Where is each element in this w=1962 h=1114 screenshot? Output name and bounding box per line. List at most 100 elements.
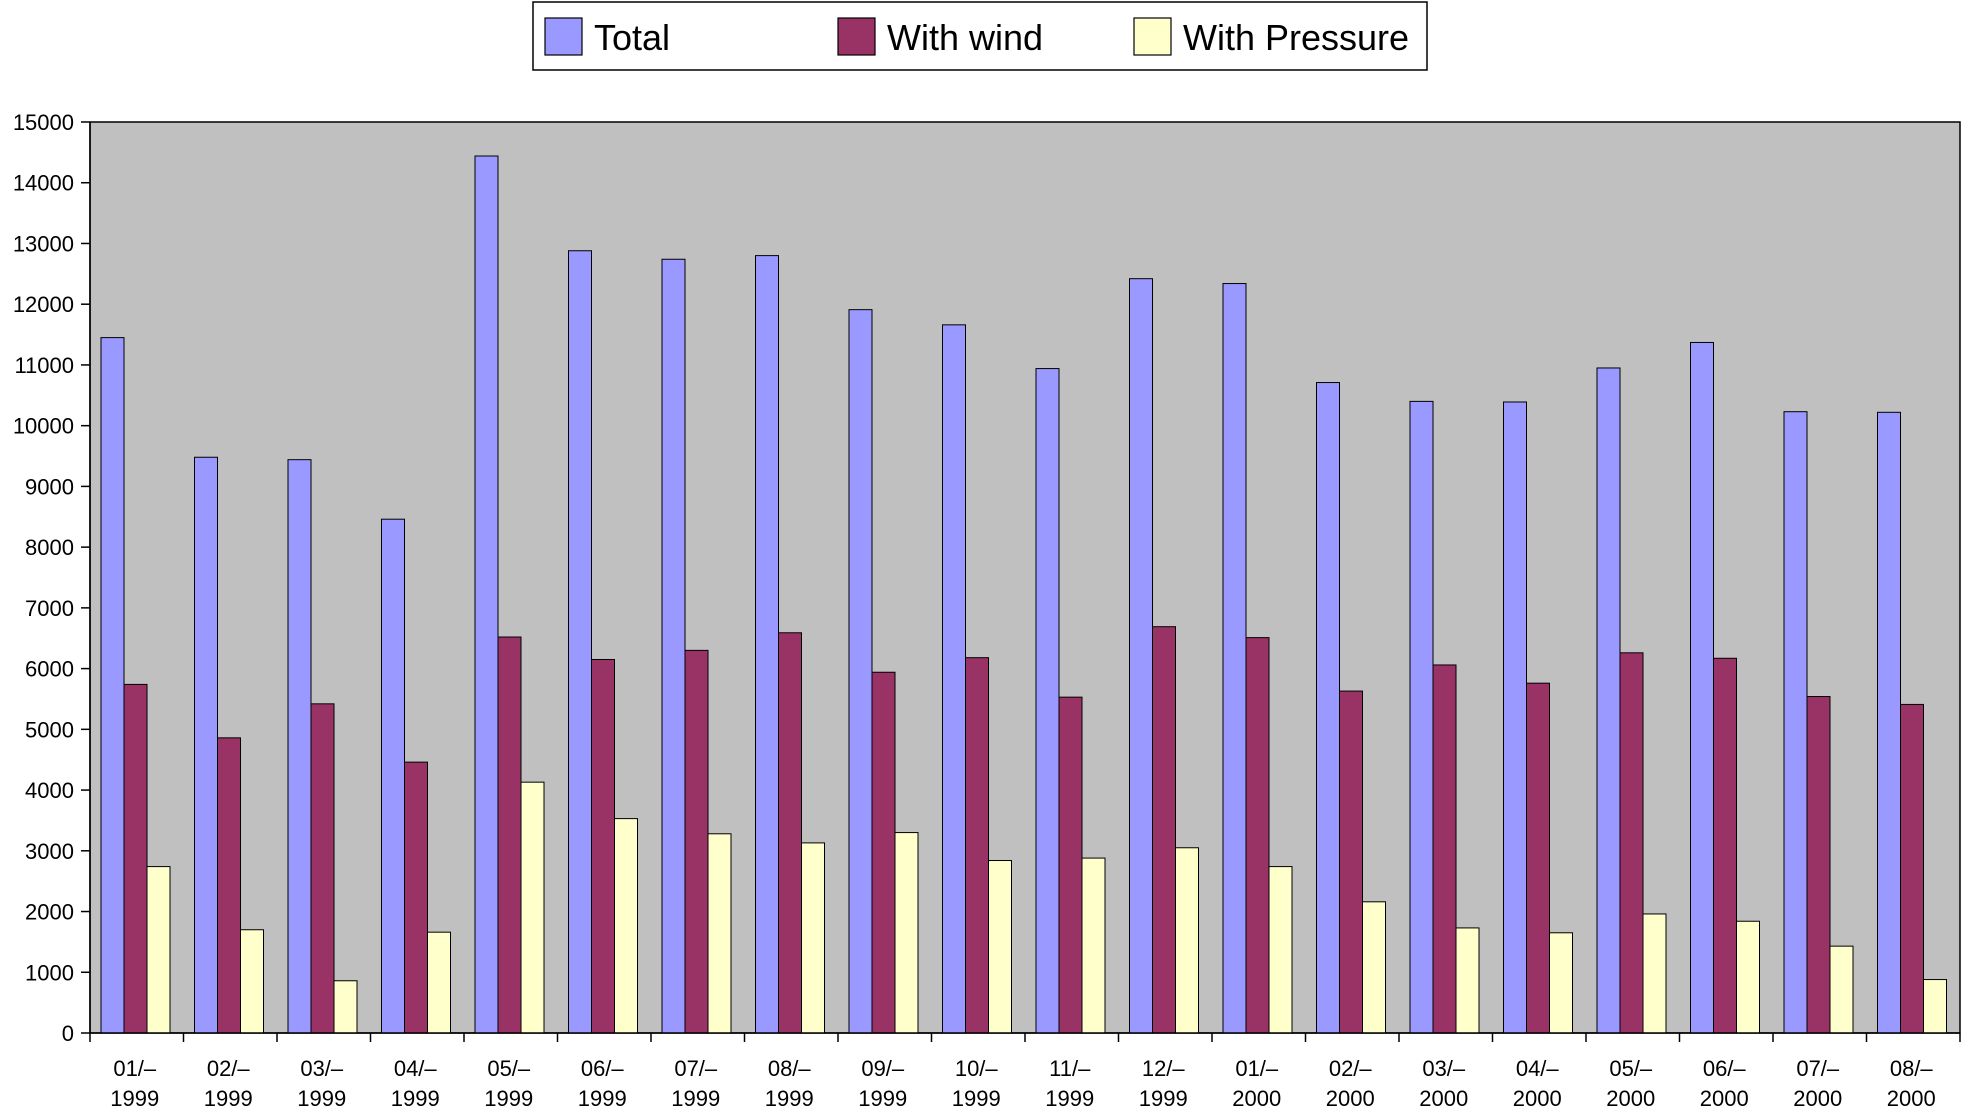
bar-with-wind [123, 683, 148, 1034]
y-tick-label: 10000 [13, 414, 74, 439]
bar-with-pressure [1175, 847, 1199, 1034]
bar-with-wind [310, 703, 335, 1034]
x-tick-label-year: 1999 [110, 1086, 159, 1111]
bar-with-pressure [988, 860, 1012, 1034]
bar-with-wind [1619, 652, 1644, 1034]
bar-with-pressure [1362, 901, 1386, 1034]
x-tick-label-month: 06/– [1703, 1056, 1747, 1081]
legend-label-with-pressure: With Pressure [1183, 17, 1409, 58]
bar-total [755, 255, 779, 1034]
bar-total [661, 258, 686, 1034]
bar-with-wind [1339, 690, 1363, 1034]
bar-total [1690, 341, 1714, 1034]
bar-with-pressure [146, 866, 171, 1034]
bar-with-wind [684, 649, 709, 1034]
x-tick-label-month: 02/– [207, 1056, 251, 1081]
bar-total [1596, 367, 1621, 1034]
legend-label-with-wind: With wind [887, 17, 1043, 58]
x-tick-label-year: 1999 [1139, 1086, 1188, 1111]
bar-with-pressure [894, 832, 919, 1034]
x-tick-label-year: 2000 [1232, 1086, 1281, 1111]
bar-total [1877, 411, 1901, 1034]
bar-total [1222, 283, 1247, 1034]
y-tick-label: 9000 [25, 474, 74, 499]
bar-total [1503, 401, 1527, 1034]
bar-with-wind [1245, 637, 1270, 1034]
legend-label-total: Total [594, 17, 670, 58]
bar-with-wind [1806, 696, 1831, 1034]
x-tick-label-year: 1999 [204, 1086, 253, 1111]
bar-with-pressure [1829, 945, 1854, 1034]
bar-with-wind [871, 671, 896, 1034]
bar-with-pressure [707, 833, 732, 1034]
bar-total [1035, 368, 1060, 1034]
x-tick-label-year: 1999 [671, 1086, 720, 1111]
y-tick-label: 15000 [13, 110, 74, 135]
y-tick-label: 1000 [25, 960, 74, 985]
bar-with-wind [1526, 682, 1550, 1034]
x-tick-label-year: 2000 [1700, 1086, 1749, 1111]
y-tick-label: 0 [62, 1021, 74, 1046]
bar-total [287, 459, 312, 1034]
bar-with-pressure [1736, 920, 1760, 1034]
x-tick-label-month: 04/– [394, 1056, 438, 1081]
bar-with-pressure [1455, 927, 1480, 1034]
x-tick-label-year: 2000 [1419, 1086, 1468, 1111]
bar-with-wind [1058, 696, 1083, 1034]
y-tick-label: 5000 [25, 717, 74, 742]
bar-with-wind [1900, 703, 1924, 1034]
x-tick-label-year: 1999 [765, 1086, 814, 1111]
bar-total [848, 309, 873, 1034]
x-tick-label-month: 01/– [1235, 1056, 1279, 1081]
y-tick-label: 2000 [25, 900, 74, 925]
bar-total [1409, 400, 1434, 1034]
y-tick-label: 11000 [14, 353, 74, 378]
bar-total [194, 456, 218, 1034]
bar-total [1316, 382, 1340, 1034]
bar-with-pressure [240, 929, 264, 1034]
y-tick-label: 13000 [13, 231, 74, 256]
legend-swatch-total [544, 17, 583, 56]
x-tick-label-month: 05/– [487, 1056, 531, 1081]
legend: Total With wind With Pressure [532, 1, 1428, 71]
x-tick-label-year: 1999 [484, 1086, 533, 1111]
bar-total [1129, 278, 1153, 1034]
y-tick-label: 6000 [25, 657, 74, 682]
bar-with-pressure [333, 980, 358, 1034]
x-tick-label-year: 2000 [1513, 1086, 1562, 1111]
x-tick-label-year: 1999 [858, 1086, 907, 1111]
x-tick-label-month: 11/– [1049, 1056, 1091, 1081]
y-tick-label: 14000 [13, 171, 74, 196]
bar-with-pressure [1923, 979, 1947, 1034]
y-axis-ticks: 0 1000 2000 3000 4000 5000 6000 7000 8000 9000 100… [13, 110, 90, 1046]
bar-with-pressure [1642, 913, 1667, 1034]
bar-total [381, 518, 405, 1034]
bar-with-wind [1152, 626, 1176, 1034]
y-tick-label: 4000 [25, 778, 74, 803]
bar-with-wind [965, 657, 989, 1034]
bars [100, 155, 1947, 1034]
x-axis-ticks: 01/– 1999 02/– 1999 03/– 1999 04/– 1999 05/– 1999… [89, 1033, 1961, 1111]
legend-swatch-with-pressure [1133, 17, 1172, 56]
legend-box [532, 1, 1428, 71]
bar-with-pressure [801, 842, 825, 1034]
x-tick-label-year: 2000 [1887, 1086, 1936, 1111]
bar-with-wind [1432, 664, 1457, 1034]
x-tick-label-month: 03/– [300, 1056, 344, 1081]
bar-with-pressure [1549, 932, 1573, 1034]
x-tick-label-month: 08/– [768, 1056, 812, 1081]
bar-with-wind [778, 632, 802, 1034]
x-tick-label-year: 2000 [1326, 1086, 1375, 1111]
bar-with-pressure [614, 818, 638, 1034]
x-tick-label-month: 03/– [1422, 1056, 1466, 1081]
bar-total [1783, 411, 1808, 1034]
x-tick-label-month: 12/– [1142, 1056, 1186, 1081]
bar-total [568, 250, 592, 1034]
x-tick-label-year: 1999 [1045, 1086, 1094, 1111]
x-tick-label-month: 06/– [581, 1056, 625, 1081]
x-tick-label-month: 04/– [1516, 1056, 1560, 1081]
x-tick-label-month: 08/– [1890, 1056, 1934, 1081]
bar-with-wind [497, 636, 522, 1034]
x-tick-label-month: 09/– [861, 1056, 905, 1081]
y-tick-label: 12000 [13, 292, 74, 317]
